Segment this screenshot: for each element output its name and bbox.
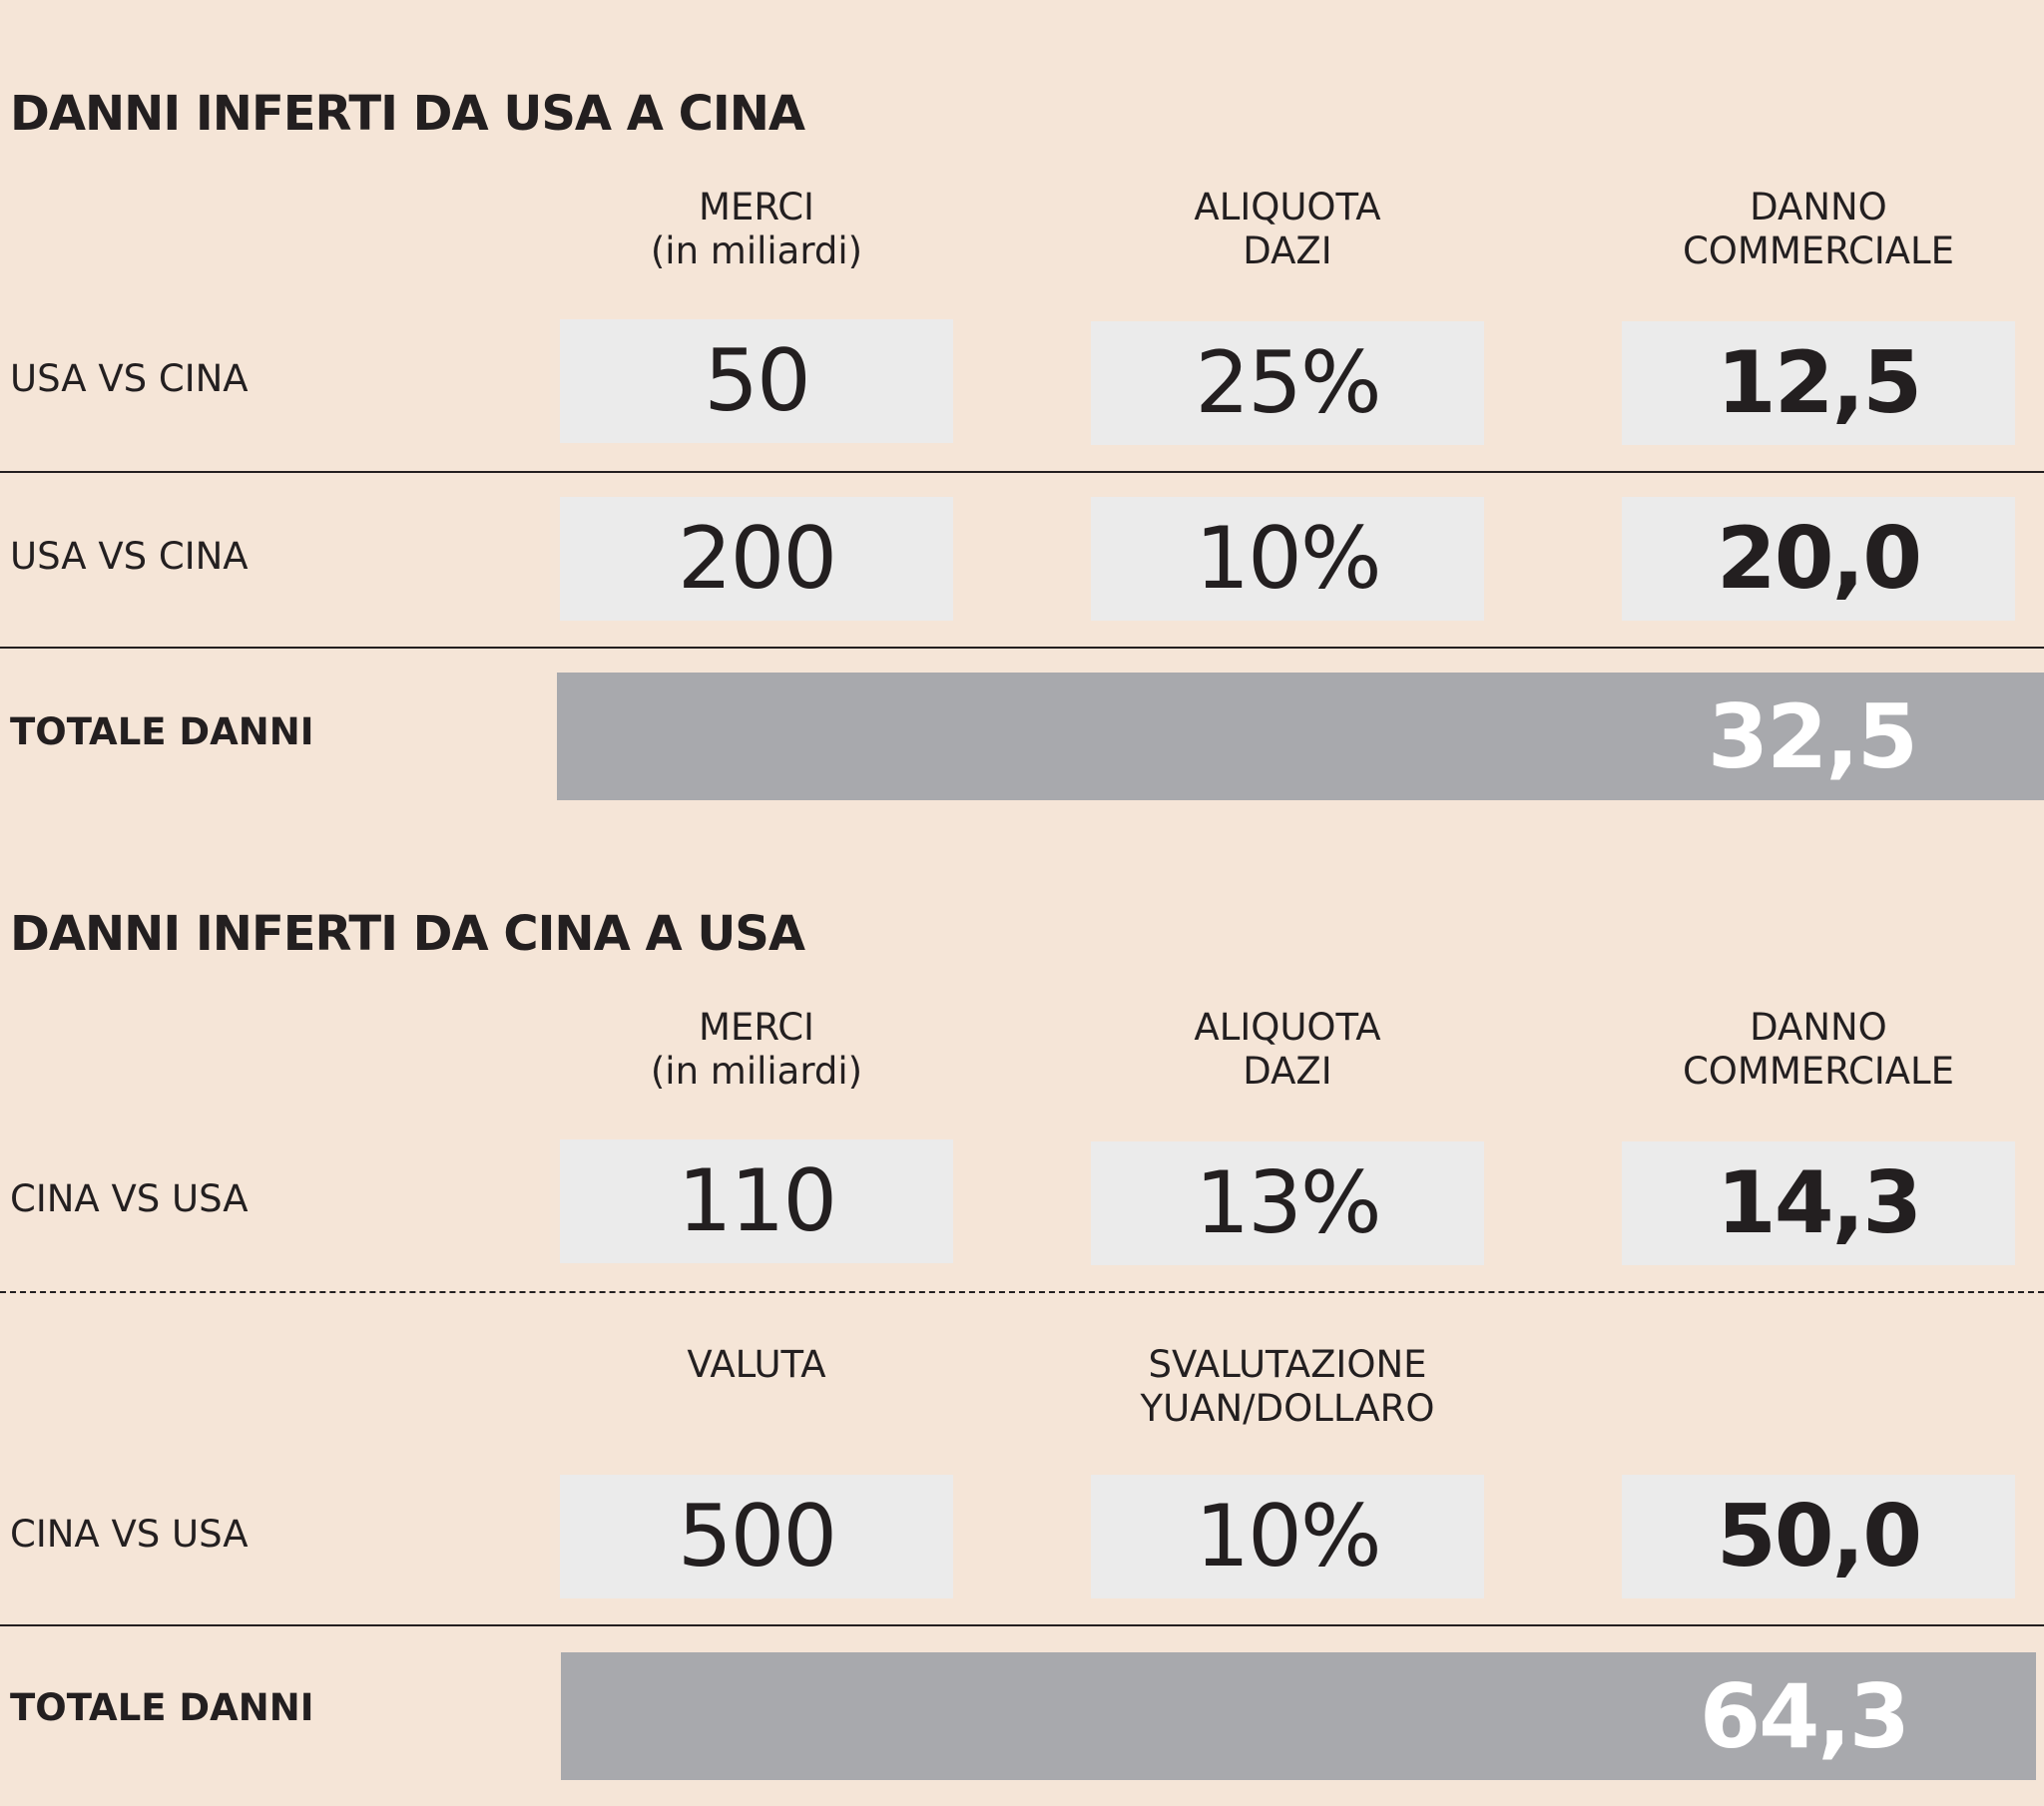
cell-danno: 50,0 <box>1622 1475 2015 1598</box>
row-divider <box>0 471 2044 473</box>
section-title-cina-to-usa: DANNI INFERTI DA CINA A USA <box>10 906 805 962</box>
total-bar: 64,3 <box>561 1652 2036 1780</box>
row-divider <box>0 1624 2044 1626</box>
row-label: CINA VS USA <box>10 1513 249 1556</box>
cell-svalutazione: 10% <box>1091 1475 1484 1598</box>
total-value: 64,3 <box>1699 1664 1910 1768</box>
cell-valuta: 500 <box>560 1475 953 1598</box>
total-value: 32,5 <box>1707 684 1918 788</box>
total-label: TOTALE DANNI <box>10 710 314 753</box>
row-divider <box>0 647 2044 649</box>
column-header-svalutazione: SVALUTAZIONE YUAN/DOLLARO <box>1140 1343 1435 1430</box>
cell-merci: 200 <box>560 497 953 621</box>
column-header-danno-commerciale: DANNO COMMERCIALE <box>1682 186 1955 272</box>
row-label: USA VS CINA <box>10 357 249 400</box>
cell-danno: 14,3 <box>1622 1141 2015 1265</box>
row-label: CINA VS USA <box>10 1177 249 1220</box>
column-header-merci: MERCI (in miliardi) <box>650 1006 863 1093</box>
column-header-aliquota-dazi: ALIQUOTA DAZI <box>1194 1006 1381 1093</box>
column-header-aliquota-dazi: ALIQUOTA DAZI <box>1194 186 1381 272</box>
cell-merci: 110 <box>560 1139 953 1263</box>
cell-merci: 50 <box>560 319 953 443</box>
row-label: USA VS CINA <box>10 535 249 578</box>
column-header-valuta: VALUTA <box>687 1343 826 1386</box>
total-label: TOTALE DANNI <box>10 1686 314 1729</box>
cell-aliquota: 10% <box>1091 497 1484 621</box>
cell-aliquota: 13% <box>1091 1141 1484 1265</box>
column-header-danno-commerciale: DANNO COMMERCIALE <box>1682 1006 1955 1093</box>
cell-danno: 20,0 <box>1622 497 2015 621</box>
column-header-merci: MERCI (in miliardi) <box>650 186 863 272</box>
dashed-divider <box>0 1291 2044 1293</box>
section-title-usa-to-cina: DANNI INFERTI DA USA A CINA <box>10 86 805 142</box>
total-bar: 32,5 <box>557 673 2044 800</box>
cell-aliquota: 25% <box>1091 321 1484 445</box>
cell-danno: 12,5 <box>1622 321 2015 445</box>
